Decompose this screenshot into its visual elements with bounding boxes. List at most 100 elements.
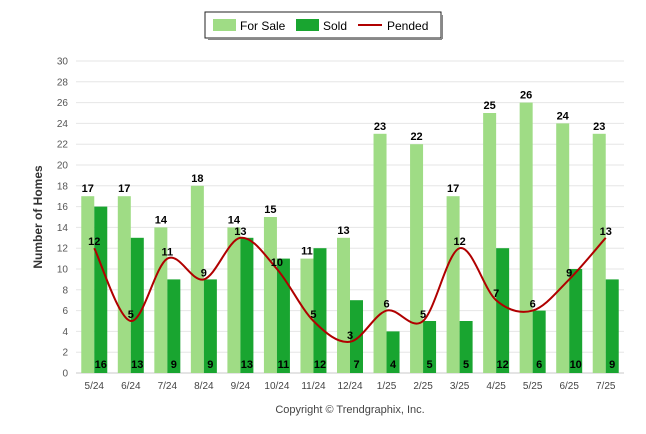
x-tick-label: 12/24 bbox=[337, 381, 362, 392]
pended-line bbox=[93, 236, 607, 343]
sold-bar bbox=[276, 258, 290, 373]
y-tick-label: 6 bbox=[62, 306, 68, 317]
for-sale-bar bbox=[154, 227, 168, 373]
pended-value-label: 12 bbox=[88, 236, 100, 248]
sold-bar bbox=[532, 310, 546, 373]
pended-value-label: 7 bbox=[493, 288, 499, 300]
sold-bar bbox=[496, 248, 510, 373]
sold-value-label: 9 bbox=[609, 359, 615, 371]
x-tick-label: 5/24 bbox=[85, 381, 105, 392]
sold-bar bbox=[569, 269, 583, 373]
x-tick-label: 1/25 bbox=[377, 381, 397, 392]
pended-value-label: 13 bbox=[600, 226, 612, 238]
sold-value-label: 7 bbox=[353, 359, 359, 371]
for-sale-bar bbox=[81, 196, 95, 373]
x-tick-label: 8/24 bbox=[194, 381, 214, 392]
sold-bar bbox=[240, 237, 254, 373]
y-tick-label: 0 bbox=[62, 369, 68, 380]
pended-value-label: 6 bbox=[530, 299, 536, 311]
for-sale-value-label: 26 bbox=[520, 90, 532, 102]
y-tick-label: 28 bbox=[57, 77, 69, 88]
sold-value-label: 12 bbox=[497, 359, 509, 371]
x-tick-label: 4/25 bbox=[486, 381, 506, 392]
pended-value-label: 5 bbox=[310, 309, 316, 321]
data-labels: 1716171314918914131511111213723422517525… bbox=[82, 90, 616, 371]
sold-value-label: 6 bbox=[536, 359, 542, 371]
sold-bar bbox=[203, 279, 217, 373]
for-sale-value-label: 23 bbox=[593, 121, 605, 133]
for-sale-bar bbox=[117, 196, 131, 373]
x-tick-label: 5/25 bbox=[523, 381, 543, 392]
for-sale-bar bbox=[519, 102, 533, 373]
x-tick-label: 10/24 bbox=[264, 381, 289, 392]
sold-bar bbox=[350, 300, 363, 373]
for-sale-value-label: 17 bbox=[118, 183, 130, 195]
y-tick-label: 24 bbox=[57, 119, 69, 130]
sold-value-label: 10 bbox=[570, 359, 582, 371]
x-tick-label: 7/25 bbox=[596, 381, 616, 392]
sold-bar bbox=[94, 206, 108, 373]
x-axis-ticks: 5/24 6/24 7/24 8/24 9/24 10/24 11/24 12/24 1/25 2… bbox=[85, 381, 616, 392]
y-tick-label: 12 bbox=[57, 244, 69, 255]
y-tick-label: 14 bbox=[57, 223, 69, 234]
pended-value-label: 9 bbox=[201, 267, 207, 279]
y-tick-label: 10 bbox=[57, 265, 69, 276]
for-sale-value-label: 18 bbox=[191, 173, 203, 185]
y-tick-label: 30 bbox=[57, 57, 69, 68]
sold-value-label: 5 bbox=[427, 359, 433, 371]
for-sale-value-label: 14 bbox=[228, 214, 241, 226]
sold-bar bbox=[423, 321, 437, 373]
for-sale-bar bbox=[483, 113, 497, 373]
for-sale-value-label: 22 bbox=[410, 131, 422, 143]
pended-series-line bbox=[93, 236, 607, 343]
for-sale-bar bbox=[446, 196, 460, 373]
y-tick-label: 2 bbox=[62, 348, 68, 359]
for-sale-value-label: 23 bbox=[374, 121, 386, 133]
pended-value-label: 12 bbox=[453, 236, 465, 248]
pended-value-label: 13 bbox=[234, 226, 246, 238]
y-axis-label: Number of Homes bbox=[31, 165, 45, 269]
for-sale-bar bbox=[337, 237, 350, 373]
bars bbox=[81, 102, 619, 374]
legend: For Sale Sold Pended bbox=[204, 11, 443, 40]
sold-value-label: 9 bbox=[171, 359, 177, 371]
pended-value-label: 5 bbox=[420, 309, 426, 321]
for-sale-bar bbox=[410, 144, 424, 373]
for-sale-value-label: 14 bbox=[155, 214, 168, 226]
sold-bar bbox=[130, 237, 144, 373]
sold-bar bbox=[313, 248, 327, 373]
for-sale-bar bbox=[300, 258, 314, 373]
y-tick-label: 18 bbox=[57, 181, 69, 192]
for-sale-value-label: 13 bbox=[337, 225, 349, 237]
for-sale-value-label: 17 bbox=[82, 183, 94, 195]
x-tick-label: 3/25 bbox=[450, 381, 470, 392]
x-tick-label: 2/25 bbox=[413, 381, 433, 392]
sold-bar bbox=[386, 331, 400, 373]
sold-bar bbox=[167, 279, 181, 373]
x-tick-label: 9/24 bbox=[231, 381, 251, 392]
for-sale-bar bbox=[592, 133, 606, 373]
x-tick-label: 6/25 bbox=[559, 381, 579, 392]
copyright-text: Copyright © Trendgraphix, Inc. bbox=[275, 404, 424, 416]
y-tick-label: 20 bbox=[57, 161, 69, 172]
for-sale-bar bbox=[556, 123, 570, 374]
sold-bar bbox=[459, 321, 473, 373]
for-sale-value-label: 11 bbox=[301, 246, 313, 258]
sold-value-label: 5 bbox=[463, 359, 469, 371]
x-tick-label: 11/24 bbox=[301, 381, 326, 392]
for-sale-value-label: 24 bbox=[557, 110, 570, 122]
for-sale-value-label: 25 bbox=[484, 100, 496, 112]
sold-value-label: 9 bbox=[207, 359, 213, 371]
pended-value-label: 3 bbox=[347, 330, 353, 342]
pended-value-label: 10 bbox=[271, 257, 283, 269]
for-sale-value-label: 17 bbox=[447, 183, 459, 195]
sold-bar bbox=[605, 279, 619, 373]
x-tick-label: 6/24 bbox=[121, 381, 141, 392]
legend-label-pended: Pended bbox=[387, 19, 428, 33]
legend-label-sold: Sold bbox=[323, 19, 347, 33]
sold-value-label: 13 bbox=[131, 359, 143, 371]
pended-value-label: 6 bbox=[383, 299, 389, 311]
for-sale-bar bbox=[373, 133, 387, 373]
